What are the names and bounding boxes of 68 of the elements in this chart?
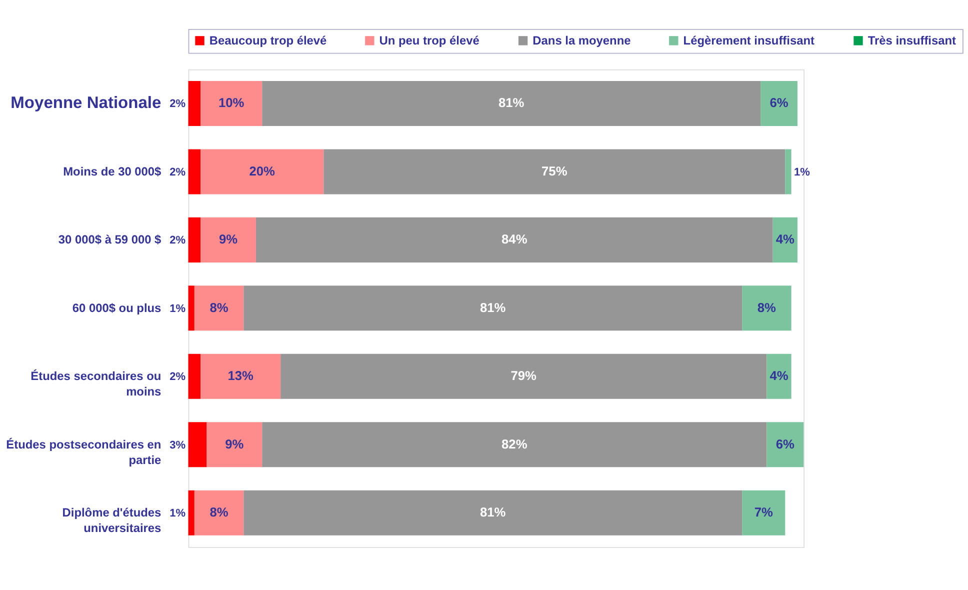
bar <box>244 286 742 331</box>
bar <box>188 217 201 262</box>
data-label: 79% <box>510 368 538 384</box>
bar <box>760 80 798 126</box>
data-label: 1% <box>170 508 186 520</box>
y-tick-label: Études secondaires ou moins <box>30 369 162 399</box>
data-label: 6% <box>770 95 789 110</box>
bar <box>188 422 207 468</box>
data-label: 81% <box>480 504 506 520</box>
data-label: 8% <box>210 300 229 315</box>
y-tick-label: Études postsecondaires en partie <box>6 437 162 467</box>
data-label: 7% <box>754 504 774 520</box>
legend-label: Très insuffisant <box>868 33 956 48</box>
data-label: 9% <box>218 232 238 247</box>
bar <box>188 490 194 536</box>
data-label: 2% <box>170 166 186 178</box>
bar <box>280 354 767 399</box>
data-label: 1% <box>794 166 810 178</box>
bar <box>194 490 244 536</box>
bar <box>206 422 262 468</box>
bar <box>200 149 324 194</box>
y-tick-label: Diplôme d'études universitaires <box>62 506 162 536</box>
data-label: 6% <box>776 436 795 452</box>
data-label: 81% <box>480 300 506 315</box>
bar <box>200 217 256 262</box>
bar <box>200 80 262 126</box>
data-label: 8% <box>757 300 777 315</box>
data-label: 9% <box>225 436 244 452</box>
data-label: 20% <box>249 163 276 178</box>
bar <box>256 217 773 262</box>
data-label: 75% <box>542 163 568 178</box>
bar <box>772 217 798 262</box>
data-label: 2% <box>170 98 186 110</box>
bar <box>262 80 761 126</box>
legend-label: Un peu trop élevé <box>379 33 480 48</box>
y-tick-label: 30 000$ à 59 000 $ <box>58 232 162 247</box>
bar <box>188 80 201 126</box>
data-label: 13% <box>228 368 254 384</box>
legend-label: Beaucoup trop élevé <box>209 33 328 48</box>
bar <box>324 149 786 194</box>
y-tick-label: 60 000$ ou plus <box>72 300 162 315</box>
bar <box>785 149 792 194</box>
data-label: 2% <box>170 371 186 384</box>
y-tick-label: Moins de 30 000$ <box>63 164 162 178</box>
data-label: 84% <box>502 232 528 247</box>
data-label: 10% <box>218 95 245 110</box>
bar <box>194 286 244 331</box>
bar <box>262 422 767 468</box>
y-tick-label: Moyenne Nationale <box>10 93 162 112</box>
bar <box>742 490 786 536</box>
bar <box>766 354 792 399</box>
data-label: 2% <box>170 234 186 247</box>
bar <box>200 354 281 399</box>
bar <box>188 354 201 399</box>
bar <box>188 149 201 194</box>
bar <box>244 490 742 536</box>
data-label: 8% <box>210 504 229 520</box>
legend-label: Dans la moyenne <box>532 33 632 48</box>
data-label: 81% <box>498 95 525 110</box>
data-label: 4% <box>770 368 789 384</box>
data-label: 1% <box>170 302 186 315</box>
bar <box>742 286 792 331</box>
data-label: 82% <box>502 436 528 452</box>
data-label: 3% <box>170 439 186 452</box>
bar <box>766 422 804 468</box>
legend-label: Légèrement insuffisant <box>683 33 814 48</box>
bar <box>188 286 194 331</box>
data-label: 4% <box>776 232 795 247</box>
